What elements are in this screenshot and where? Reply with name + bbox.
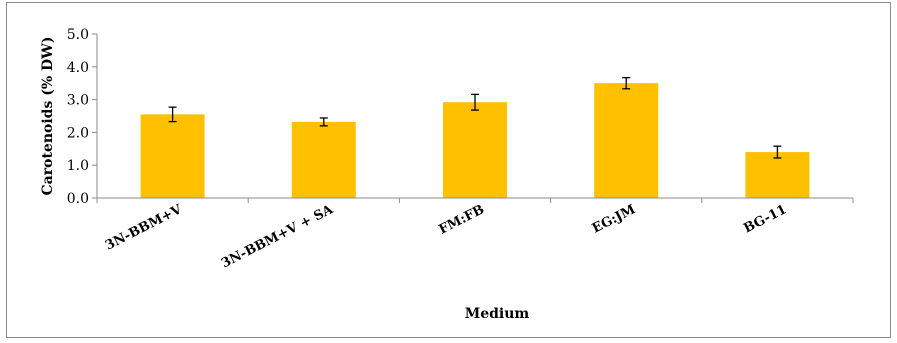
y-tick-label: 1.0 [67,158,89,174]
bar [594,83,659,198]
y-tick-label: 5.0 [67,27,89,43]
x-category-label: EG:JM [590,202,638,236]
y-tick-label: 3.0 [67,93,89,109]
bar [140,114,205,198]
y-tick-label: 2.0 [67,125,89,141]
bars [140,83,810,198]
error-bar [622,76,631,90]
error-bar [319,117,328,127]
bar [443,102,507,198]
error-bar [168,106,177,123]
y-axis-ticks: 0.0 1.0 2.0 3.0 4.0 5.0 [67,27,97,207]
bar [745,152,810,198]
y-tick-label: 4.0 [67,60,89,76]
bar [291,121,356,198]
x-category-label: FM:FB [437,202,487,237]
y-axis-title: Carotenoids (% DW) [40,37,56,196]
x-category-label: 3N-BBM+V + SA [219,202,336,272]
error-bar [471,93,479,111]
x-category-label: BG-11 [741,202,789,236]
x-category-label: 3N-BBM+V [103,202,185,254]
error-bar [773,145,782,159]
error-bars [168,76,782,159]
x-axis-category-labels: 3N-BBM+V 3N-BBM+V + SA FM:FB EG:JM BG-11 [103,202,789,272]
x-axis-ticks [96,198,854,203]
y-tick-label: 0.0 [67,191,89,207]
x-axis-title: Medium [465,306,530,322]
